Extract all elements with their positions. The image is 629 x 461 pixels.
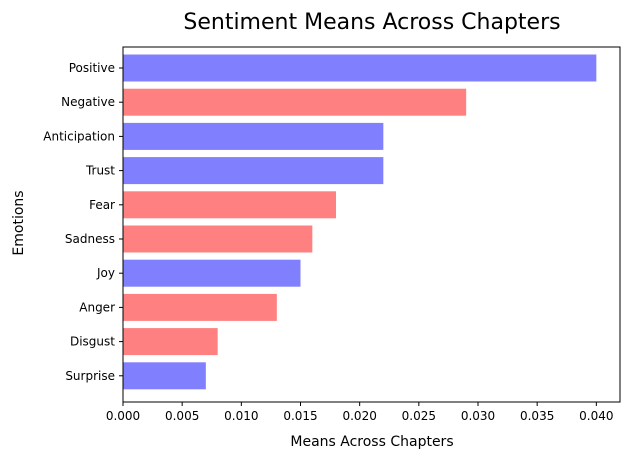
bar-fear [123, 191, 336, 219]
bar-anger [123, 293, 277, 321]
x-axis-ticks: 0.000 0.005 0.010 0.015 0.020 0.025 0.030 0.035… [106, 402, 614, 423]
chart-title: Sentiment Means Across Chapters [183, 10, 560, 35]
y-tick-label-trust: Trust [85, 164, 115, 178]
y-tick-label-disgust: Disgust [70, 335, 115, 349]
y-tick-label-fear: Fear [89, 198, 115, 212]
bar-anticipation [123, 122, 384, 150]
x-tick-label: 0.020 [342, 409, 376, 423]
bar-negative [123, 88, 467, 116]
bars-group [123, 54, 597, 390]
x-tick-label: 0.010 [224, 409, 258, 423]
y-tick-label-sadness: Sadness [65, 232, 115, 246]
bar-sadness [123, 225, 313, 253]
x-tick-label: 0.015 [283, 409, 317, 423]
y-tick-label-positive: Positive [69, 61, 115, 75]
y-tick-label-anticipation: Anticipation [43, 129, 115, 143]
y-tick-label-surprise: Surprise [65, 369, 115, 383]
bar-trust [123, 157, 384, 185]
bar-positive [123, 54, 597, 82]
y-axis-ticks: Positive Negative Anticipation Trust Fear Sad… [43, 61, 123, 383]
y-tick-label-negative: Negative [61, 95, 115, 109]
x-tick-label: 0.000 [106, 409, 140, 423]
x-tick-label: 0.040 [579, 409, 613, 423]
x-tick-label: 0.005 [165, 409, 199, 423]
y-axis-title: Emotions [11, 190, 27, 255]
y-tick-label-anger: Anger [79, 300, 115, 314]
x-axis-title: Means Across Chapters [290, 434, 453, 450]
bar-surprise [123, 362, 206, 390]
y-tick-label-joy: Joy [96, 266, 115, 280]
bar-disgust [123, 328, 218, 356]
bar-joy [123, 259, 301, 287]
x-tick-label: 0.025 [402, 409, 436, 423]
x-tick-label: 0.030 [461, 409, 495, 423]
x-tick-label: 0.035 [520, 409, 554, 423]
plot-frame [122, 46, 621, 403]
